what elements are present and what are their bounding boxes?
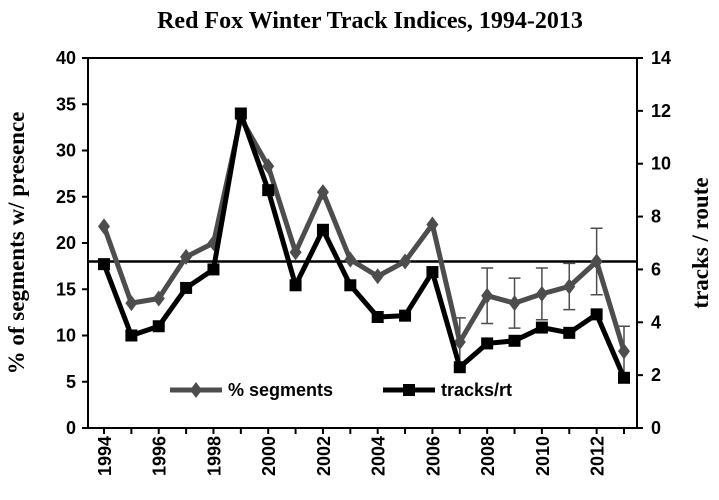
y2-tick-label: 10 bbox=[651, 154, 671, 174]
point bbox=[453, 361, 466, 374]
y-tick-label: 5 bbox=[66, 372, 76, 392]
point bbox=[481, 287, 494, 304]
point bbox=[262, 184, 275, 197]
point bbox=[481, 337, 494, 350]
y-tick-label: 15 bbox=[56, 279, 76, 299]
point bbox=[262, 158, 275, 175]
point bbox=[371, 311, 384, 323]
point bbox=[371, 268, 384, 285]
point bbox=[180, 281, 193, 294]
y2-tick-label: 6 bbox=[651, 259, 661, 279]
point bbox=[426, 266, 439, 279]
point bbox=[125, 329, 138, 342]
legend-label: % segments bbox=[228, 380, 333, 400]
x-tick-label: 1994 bbox=[95, 436, 115, 476]
point bbox=[234, 107, 247, 120]
y2-tick-label: 8 bbox=[651, 207, 661, 227]
y2-tick-label: 2 bbox=[651, 365, 661, 385]
point bbox=[344, 279, 357, 292]
point bbox=[98, 218, 110, 235]
point bbox=[316, 223, 329, 236]
point bbox=[344, 251, 357, 268]
y2-tick-label: 12 bbox=[651, 101, 671, 121]
point bbox=[125, 295, 138, 312]
point bbox=[426, 216, 439, 233]
point bbox=[535, 321, 548, 334]
x-tick-label: 2008 bbox=[478, 436, 498, 476]
x-tick-label: 2012 bbox=[588, 436, 608, 476]
point bbox=[590, 308, 603, 321]
point bbox=[399, 253, 412, 270]
y2-tick-label: 0 bbox=[651, 418, 661, 438]
plot-frame bbox=[87, 57, 638, 429]
x-tick-label: 2004 bbox=[369, 436, 389, 476]
point bbox=[508, 334, 521, 347]
point bbox=[152, 290, 165, 307]
x-tick-label: 1998 bbox=[204, 436, 224, 476]
point bbox=[563, 326, 576, 339]
series-line bbox=[101, 111, 627, 379]
legend-label: tracks/rt bbox=[441, 380, 512, 400]
x-tick-label: 2002 bbox=[314, 436, 334, 476]
x-tick-label: 2000 bbox=[259, 436, 279, 476]
series-line bbox=[101, 115, 627, 352]
x-tick-label: 1996 bbox=[150, 436, 170, 476]
point bbox=[289, 244, 302, 261]
y-tick-label: 10 bbox=[56, 326, 76, 346]
x-tick-label: 2006 bbox=[423, 436, 443, 476]
y-tick-label: 35 bbox=[56, 94, 76, 114]
y-tick-label: 20 bbox=[56, 233, 76, 253]
y-tick-label: 0 bbox=[66, 418, 76, 438]
point bbox=[399, 309, 412, 322]
point bbox=[98, 258, 110, 271]
x-tick-label: 2010 bbox=[533, 436, 553, 476]
point bbox=[563, 278, 576, 295]
point bbox=[403, 384, 415, 396]
point bbox=[535, 285, 548, 302]
point bbox=[508, 295, 521, 312]
y-tick-label: 40 bbox=[56, 48, 76, 68]
point bbox=[316, 184, 329, 201]
y-tick-label: 25 bbox=[56, 187, 76, 207]
y-tick-label: 30 bbox=[56, 141, 76, 161]
y-axis-title: % of segments w/ presence bbox=[4, 112, 29, 375]
chart-title: Red Fox Winter Track Indices, 1994-2013 bbox=[157, 8, 583, 34]
point bbox=[289, 279, 302, 292]
point bbox=[453, 333, 466, 350]
point bbox=[190, 382, 202, 398]
y2-tick-label: 14 bbox=[651, 48, 671, 68]
point bbox=[618, 371, 630, 384]
y2-tick-label: 4 bbox=[651, 312, 661, 332]
point bbox=[618, 343, 630, 360]
y2-axis-title: tracks / route bbox=[688, 177, 713, 308]
point bbox=[152, 320, 165, 333]
point bbox=[207, 263, 220, 276]
point bbox=[180, 248, 193, 265]
point bbox=[590, 253, 603, 270]
